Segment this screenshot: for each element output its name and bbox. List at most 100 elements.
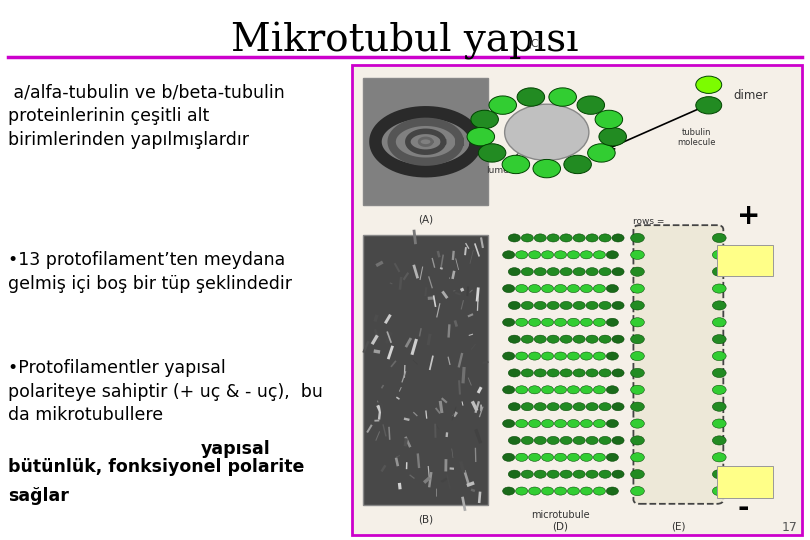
Circle shape (534, 369, 546, 377)
Circle shape (509, 436, 521, 444)
Circle shape (522, 301, 534, 309)
Text: yapısal: yapısal (201, 440, 271, 458)
Circle shape (515, 386, 528, 394)
Circle shape (599, 335, 612, 343)
Circle shape (631, 233, 645, 242)
Circle shape (502, 386, 515, 394)
Circle shape (599, 268, 612, 276)
Circle shape (580, 285, 592, 293)
Circle shape (713, 250, 726, 259)
Circle shape (567, 285, 580, 293)
Circle shape (696, 76, 722, 93)
Circle shape (713, 233, 726, 242)
Circle shape (567, 352, 580, 360)
Circle shape (534, 234, 546, 242)
Circle shape (502, 487, 515, 495)
FancyBboxPatch shape (633, 225, 723, 504)
Circle shape (593, 386, 606, 394)
Circle shape (541, 487, 554, 495)
Circle shape (509, 470, 521, 478)
Circle shape (631, 470, 645, 479)
Circle shape (573, 268, 585, 276)
Circle shape (528, 285, 541, 293)
Circle shape (631, 487, 645, 496)
Circle shape (548, 470, 560, 478)
Circle shape (502, 352, 515, 360)
Circle shape (541, 285, 554, 293)
Text: 17: 17 (782, 521, 798, 534)
Circle shape (606, 453, 619, 461)
Circle shape (528, 318, 541, 326)
Text: microtubule: microtubule (531, 510, 590, 521)
Circle shape (471, 110, 498, 129)
Circle shape (567, 251, 580, 259)
Circle shape (567, 420, 580, 428)
Circle shape (599, 127, 626, 146)
Circle shape (713, 385, 726, 394)
Circle shape (587, 144, 615, 162)
Circle shape (631, 453, 645, 462)
Circle shape (586, 335, 598, 343)
Text: rows =
protofilament: rows = protofilament (633, 217, 695, 237)
Circle shape (713, 267, 726, 276)
Circle shape (534, 470, 546, 478)
Circle shape (606, 352, 619, 360)
Text: (D): (D) (552, 521, 569, 531)
Circle shape (502, 156, 530, 174)
Text: (B): (B) (418, 515, 433, 525)
Circle shape (606, 487, 619, 495)
Circle shape (502, 420, 515, 428)
Circle shape (577, 96, 604, 114)
Circle shape (522, 436, 534, 444)
Circle shape (580, 251, 592, 259)
Circle shape (561, 403, 573, 411)
Circle shape (631, 284, 645, 293)
Circle shape (586, 301, 598, 309)
Circle shape (612, 436, 624, 444)
Circle shape (502, 453, 515, 461)
Circle shape (548, 335, 560, 343)
Circle shape (509, 234, 521, 242)
Circle shape (548, 268, 560, 276)
Text: bütünlük, fonksiyonel polarite: bütünlük, fonksiyonel polarite (8, 458, 305, 476)
Circle shape (612, 234, 624, 242)
Circle shape (554, 487, 567, 495)
Circle shape (573, 301, 585, 309)
Text: (C): (C) (527, 38, 542, 49)
Circle shape (631, 250, 645, 259)
Circle shape (612, 470, 624, 478)
Circle shape (631, 335, 645, 344)
Circle shape (573, 470, 585, 478)
Circle shape (554, 285, 567, 293)
Circle shape (713, 419, 726, 428)
Circle shape (528, 251, 541, 259)
FancyBboxPatch shape (717, 466, 773, 498)
Circle shape (631, 436, 645, 445)
Circle shape (502, 251, 515, 259)
Circle shape (548, 369, 560, 377)
Circle shape (713, 436, 726, 445)
Text: tubulin
molecule: tubulin molecule (677, 128, 716, 147)
Circle shape (586, 470, 598, 478)
Circle shape (713, 453, 726, 462)
Circle shape (593, 318, 606, 326)
Circle shape (554, 318, 567, 326)
Circle shape (561, 470, 573, 478)
Circle shape (502, 285, 515, 293)
Circle shape (515, 285, 528, 293)
Circle shape (548, 234, 560, 242)
Circle shape (713, 301, 726, 310)
Circle shape (696, 97, 722, 114)
Circle shape (586, 234, 598, 242)
Circle shape (561, 234, 573, 242)
Circle shape (522, 403, 534, 411)
Circle shape (554, 453, 567, 461)
Circle shape (522, 369, 534, 377)
Circle shape (515, 487, 528, 495)
Text: •Protofilamentler yapısal
polariteye sahiptir (+ uç & - uç),  bu
da mikrotubulle: •Protofilamentler yapısal polariteye sah… (8, 359, 323, 424)
Bar (363, 78, 488, 205)
Circle shape (548, 301, 560, 309)
Circle shape (515, 352, 528, 360)
Circle shape (528, 352, 541, 360)
Circle shape (631, 368, 645, 377)
